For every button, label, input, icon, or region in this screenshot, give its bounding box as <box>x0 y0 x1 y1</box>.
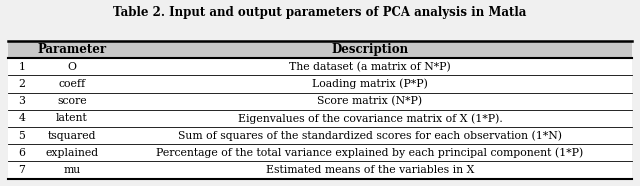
Text: 1: 1 <box>18 62 25 72</box>
Text: tsquared: tsquared <box>47 131 96 141</box>
Text: 3: 3 <box>18 96 25 106</box>
Text: 2: 2 <box>18 79 25 89</box>
Text: The dataset (a matrix of N*P): The dataset (a matrix of N*P) <box>289 62 451 72</box>
Text: Table 2. Input and output parameters of PCA analysis in Matla: Table 2. Input and output parameters of … <box>113 6 527 19</box>
Text: Description: Description <box>332 43 408 56</box>
Bar <box>8 41 632 58</box>
Text: 4: 4 <box>19 113 25 123</box>
Text: 5: 5 <box>19 131 25 141</box>
Text: score: score <box>57 96 86 106</box>
Text: mu: mu <box>63 165 81 175</box>
Text: Parameter: Parameter <box>37 43 106 56</box>
Bar <box>8 75 632 93</box>
Bar <box>8 110 632 127</box>
Text: latent: latent <box>56 113 88 123</box>
Text: Score matrix (N*P): Score matrix (N*P) <box>317 96 422 106</box>
Text: Sum of squares of the standardized scores for each observation (1*N): Sum of squares of the standardized score… <box>178 130 562 141</box>
Text: 7: 7 <box>19 165 25 175</box>
Text: coeff: coeff <box>58 79 85 89</box>
Bar <box>8 161 632 179</box>
Bar <box>8 127 632 144</box>
Text: explained: explained <box>45 148 99 158</box>
Text: Estimated means of the variables in X: Estimated means of the variables in X <box>266 165 474 175</box>
Text: Eigenvalues of the covariance matrix of X (1*P).: Eigenvalues of the covariance matrix of … <box>237 113 502 124</box>
Bar <box>8 58 632 75</box>
Text: 6: 6 <box>18 148 25 158</box>
Text: O: O <box>67 62 76 72</box>
Bar <box>8 92 632 110</box>
Bar <box>8 144 632 161</box>
Text: Loading matrix (P*P): Loading matrix (P*P) <box>312 79 428 89</box>
Text: Percentage of the total variance explained by each principal component (1*P): Percentage of the total variance explain… <box>156 147 584 158</box>
